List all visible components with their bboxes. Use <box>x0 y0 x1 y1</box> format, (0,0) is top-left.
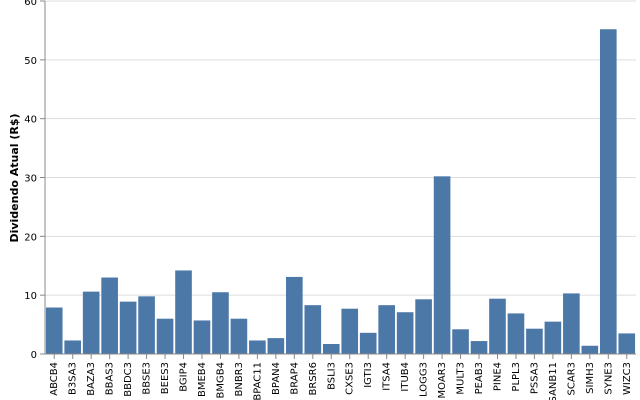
bar <box>563 293 580 354</box>
x-tick-label: BPAC11 <box>252 362 263 400</box>
bar <box>304 305 322 354</box>
y-tick-label: 10 <box>24 291 37 302</box>
x-tick-label: IGTI3 <box>363 362 374 388</box>
x-tick-label: SANB11 <box>548 362 559 400</box>
bar <box>175 270 192 354</box>
x-tick-label: PEAB3 <box>474 362 485 394</box>
bar <box>470 341 488 354</box>
bar <box>544 321 562 354</box>
y-tick-label: 60 <box>24 0 37 8</box>
bar <box>45 307 63 354</box>
x-tick-label: BBDC3 <box>123 362 134 397</box>
x-tick-label: SIMH3 <box>585 362 596 394</box>
bar <box>581 345 599 354</box>
x-tick-label: BMEB4 <box>197 362 208 397</box>
x-tick-label: PSSA3 <box>529 362 540 394</box>
bar <box>396 312 414 354</box>
bar <box>138 296 155 354</box>
bar <box>359 332 377 354</box>
x-tick-label: WIZC3 <box>622 362 633 395</box>
bar <box>618 333 636 354</box>
bar <box>212 292 229 354</box>
bar <box>322 343 340 354</box>
x-tick-label: BMGB4 <box>215 362 226 398</box>
bar <box>433 176 451 354</box>
x-tick-label: BEES3 <box>160 362 171 394</box>
bars <box>45 29 636 355</box>
bar <box>156 318 174 354</box>
x-tick-label: BNBR3 <box>234 362 245 397</box>
bar <box>452 329 469 354</box>
x-tick-label: MULT3 <box>456 362 467 395</box>
x-tick-label: LOGG3 <box>419 362 430 397</box>
x-tick-label: PLPL3 <box>511 362 522 392</box>
x-tick-label: MOAR3 <box>437 362 448 398</box>
bar <box>489 298 506 354</box>
x-tick-label: PINE4 <box>492 362 503 391</box>
bar <box>249 340 266 354</box>
x-tick-label: ITUB4 <box>400 362 411 392</box>
bar <box>378 305 395 354</box>
x-tick-label: B3SA3 <box>68 362 79 395</box>
bar <box>286 276 303 354</box>
bar <box>64 340 82 354</box>
x-tick-label: SYNE3 <box>603 362 614 395</box>
bar <box>599 29 617 355</box>
y-axis-ticks: 0 10 20 30 40 50 60 <box>24 0 45 361</box>
bar <box>415 299 432 354</box>
bar <box>526 328 543 354</box>
y-tick-label: 0 <box>31 350 37 361</box>
x-tick-label: CXSE3 <box>345 362 356 395</box>
bar <box>230 318 248 354</box>
bar <box>101 277 118 354</box>
x-tick-label: ABCB4 <box>49 362 60 396</box>
bar <box>193 320 211 354</box>
x-tick-label: BRSR6 <box>308 362 319 395</box>
x-tick-label: SCAR3 <box>566 362 577 395</box>
x-tick-label: BBAS3 <box>105 362 116 395</box>
bar <box>341 308 359 354</box>
bar <box>267 338 285 354</box>
x-tick-label: ITSA4 <box>382 362 393 391</box>
y-tick-label: 50 <box>24 56 37 67</box>
x-tick-label: BRAP4 <box>289 362 300 395</box>
x-tick-label: BAZA3 <box>86 362 97 396</box>
bar <box>507 313 525 354</box>
y-tick-label: 20 <box>24 232 37 243</box>
x-tick-label: BPAN4 <box>271 362 282 395</box>
x-tick-label: BGIP4 <box>179 362 190 392</box>
y-axis-title: Dividendo Atual (R$) <box>8 113 21 242</box>
bar <box>119 301 137 354</box>
y-tick-label: 40 <box>24 115 37 126</box>
x-tick-label: BSLI3 <box>326 362 337 390</box>
bar <box>82 291 100 354</box>
x-axis-ticks: ABCB4 B3SA3 BAZA3 BBAS3 BBDC3 BBSE3 BEES3 BGIP4… <box>49 354 633 400</box>
y-tick-label: 30 <box>24 174 37 185</box>
grid-lines <box>45 0 636 355</box>
x-tick-label: BBSE3 <box>142 362 153 395</box>
